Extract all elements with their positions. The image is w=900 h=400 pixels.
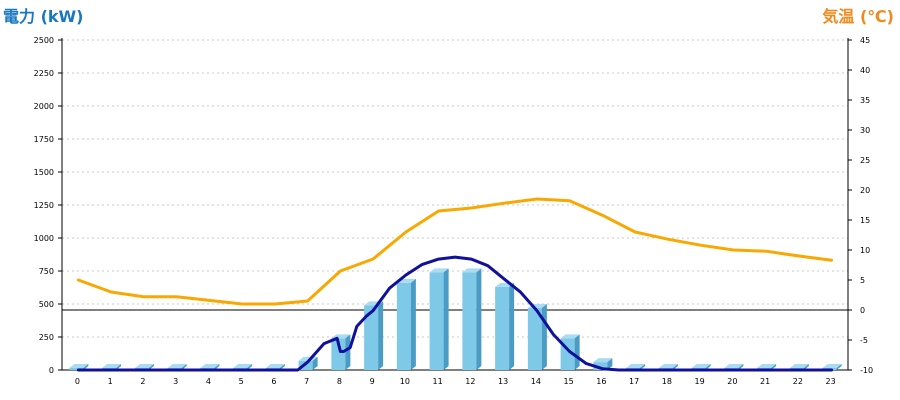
bar-top: [69, 364, 89, 369]
right-tick-label: -10: [860, 366, 873, 375]
x-tick-label: 9: [370, 377, 375, 386]
left-tick-label: 0: [49, 366, 54, 375]
bar-side: [836, 364, 842, 370]
bar-top: [233, 364, 253, 369]
x-tick-label: 15: [564, 377, 574, 386]
x-tick-label: 14: [531, 377, 541, 386]
bar-top: [822, 364, 842, 369]
bar: [69, 368, 84, 370]
bar: [396, 282, 411, 370]
x-tick-label: 4: [206, 377, 211, 386]
x-tick-label: 2: [140, 377, 145, 386]
bar: [462, 272, 477, 370]
bar-side: [476, 268, 482, 370]
bar-side: [345, 334, 351, 370]
right-axis-title: 気温 (℃): [822, 7, 894, 26]
bar-top: [626, 364, 646, 369]
right-tick-label: 5: [860, 276, 865, 285]
x-tick-label: 11: [433, 377, 443, 386]
x-tick-label: 7: [304, 377, 309, 386]
bar-top: [560, 334, 580, 339]
right-tick-label: 40: [860, 66, 870, 75]
left-axis-title: 電力 (kW): [3, 7, 84, 26]
bar: [495, 286, 510, 370]
x-tick-label: 5: [239, 377, 244, 386]
x-tick-label: 3: [173, 377, 178, 386]
right-tick-label: 30: [860, 126, 870, 135]
bar: [593, 362, 608, 370]
bar-top: [200, 364, 220, 369]
x-tick-label: 19: [695, 377, 705, 386]
right-tick-label: 20: [860, 186, 870, 195]
bar-side: [312, 356, 318, 370]
bar-side: [443, 268, 449, 370]
bar-top: [757, 364, 777, 369]
bar-top: [167, 364, 187, 369]
power-line: [76, 255, 834, 372]
right-tick-label: -5: [860, 336, 868, 345]
bar-side: [410, 278, 416, 370]
x-tick-label: 13: [498, 377, 508, 386]
x-tick-label: 18: [662, 377, 672, 386]
bar-top: [658, 364, 678, 369]
bar: [429, 272, 444, 370]
x-tick-label: 16: [596, 377, 606, 386]
x-tick-label: 1: [108, 377, 113, 386]
bar-side: [541, 303, 547, 370]
right-tick-label: 35: [860, 96, 870, 105]
bar-top: [789, 364, 809, 369]
x-tick-label: 8: [337, 377, 342, 386]
right-tick-label: 45: [860, 36, 870, 45]
x-tick-label: 20: [727, 377, 737, 386]
left-tick-label: 1500: [34, 168, 54, 177]
bar-top: [593, 358, 613, 363]
x-tick-label: 17: [629, 377, 639, 386]
left-tick-label: 2500: [34, 36, 54, 45]
x-tick-label: 0: [75, 377, 80, 386]
bar-top: [429, 268, 449, 273]
bar-side: [607, 358, 613, 370]
right-tick-label: 0: [860, 306, 865, 315]
bar-top: [691, 364, 711, 369]
x-tick-label: 6: [271, 377, 276, 386]
left-tick-label: 2250: [34, 69, 54, 78]
x-tick-label: 22: [793, 377, 803, 386]
right-tick-label: 25: [860, 156, 870, 165]
x-tick-label: 23: [826, 377, 836, 386]
right-tick-label: 15: [860, 216, 870, 225]
x-tick-label: 12: [465, 377, 475, 386]
left-tick-label: 750: [39, 267, 54, 276]
left-tick-label: 1250: [34, 201, 54, 210]
bar-top: [134, 364, 154, 369]
left-tick-label: 2000: [34, 102, 54, 111]
bar-side: [509, 282, 515, 370]
left-tick-label: 1000: [34, 234, 54, 243]
bar-top: [462, 268, 482, 273]
temperature-line: [76, 197, 834, 306]
x-tick-label: 21: [760, 377, 770, 386]
bar-side: [378, 301, 384, 370]
bar: [331, 338, 346, 370]
bar: [527, 307, 542, 370]
bar: [364, 305, 379, 370]
left-tick-label: 250: [39, 333, 54, 342]
x-tick-label: 10: [400, 377, 410, 386]
left-tick-label: 1750: [34, 135, 54, 144]
bar-top: [102, 364, 122, 369]
bar-top: [724, 364, 744, 369]
bar-top: [265, 364, 285, 369]
right-tick-label: 10: [860, 246, 870, 255]
bar-side: [574, 334, 580, 370]
left-tick-label: 500: [39, 300, 54, 309]
